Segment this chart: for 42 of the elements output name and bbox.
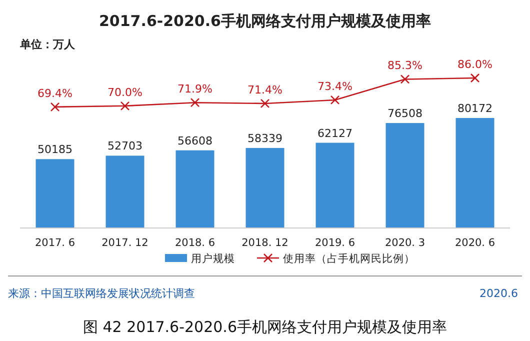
point bbox=[50, 102, 60, 112]
data-label: 86.0% bbox=[458, 58, 492, 71]
legend-label: 使用率（占手机网民比例） bbox=[283, 252, 415, 265]
point bbox=[120, 101, 130, 111]
data-label: 71.9% bbox=[178, 82, 212, 96]
point bbox=[260, 98, 270, 108]
data-label: 80172 bbox=[458, 102, 492, 115]
x-tick-label: 2020. 3 bbox=[384, 237, 426, 249]
bar bbox=[316, 142, 354, 228]
legend-label: 用户规模 bbox=[191, 252, 235, 265]
point bbox=[330, 95, 340, 105]
data-label: 62127 bbox=[318, 126, 352, 140]
data-label: 58339 bbox=[248, 132, 282, 145]
x-tick-label: 2018. 12 bbox=[242, 237, 288, 249]
data-label: 85.3% bbox=[388, 59, 422, 72]
x-tick-label: 2020. 6 bbox=[454, 237, 496, 249]
x-tick-label: 2017. 6 bbox=[34, 237, 76, 249]
data-label: 69.4% bbox=[38, 86, 72, 100]
caption: 图 42 2017.6-2020.6手机网络支付用户规模及使用率 bbox=[82, 318, 448, 336]
data-label: 73.4% bbox=[318, 80, 352, 93]
point bbox=[470, 73, 480, 83]
text: 2020.6 bbox=[480, 287, 518, 300]
data-label: 76508 bbox=[388, 107, 422, 120]
data-label: 70.0% bbox=[108, 86, 142, 99]
x-tick-label: 2019. 6 bbox=[314, 237, 356, 249]
bar bbox=[106, 156, 144, 228]
x-tick-label: 2018. 6 bbox=[174, 237, 216, 249]
chart-title: 2017.6-2020.6手机网络支付用户规模及使用率 bbox=[99, 12, 431, 30]
point bbox=[190, 98, 200, 108]
data-label: 71.4% bbox=[248, 83, 282, 96]
bar bbox=[246, 148, 284, 228]
x-tick-label: 2017. 12 bbox=[102, 237, 148, 249]
bar bbox=[36, 159, 74, 228]
text: 单位：万人 bbox=[19, 38, 76, 51]
data-label: 52703 bbox=[108, 140, 142, 153]
data-label: 56608 bbox=[178, 134, 212, 148]
point bbox=[400, 74, 410, 84]
bar bbox=[456, 118, 494, 228]
bar bbox=[176, 150, 214, 228]
source-note: 来源：中国互联网络发展状况统计调查 bbox=[8, 287, 195, 300]
bar bbox=[386, 123, 424, 228]
data-label: 50185 bbox=[38, 143, 72, 156]
